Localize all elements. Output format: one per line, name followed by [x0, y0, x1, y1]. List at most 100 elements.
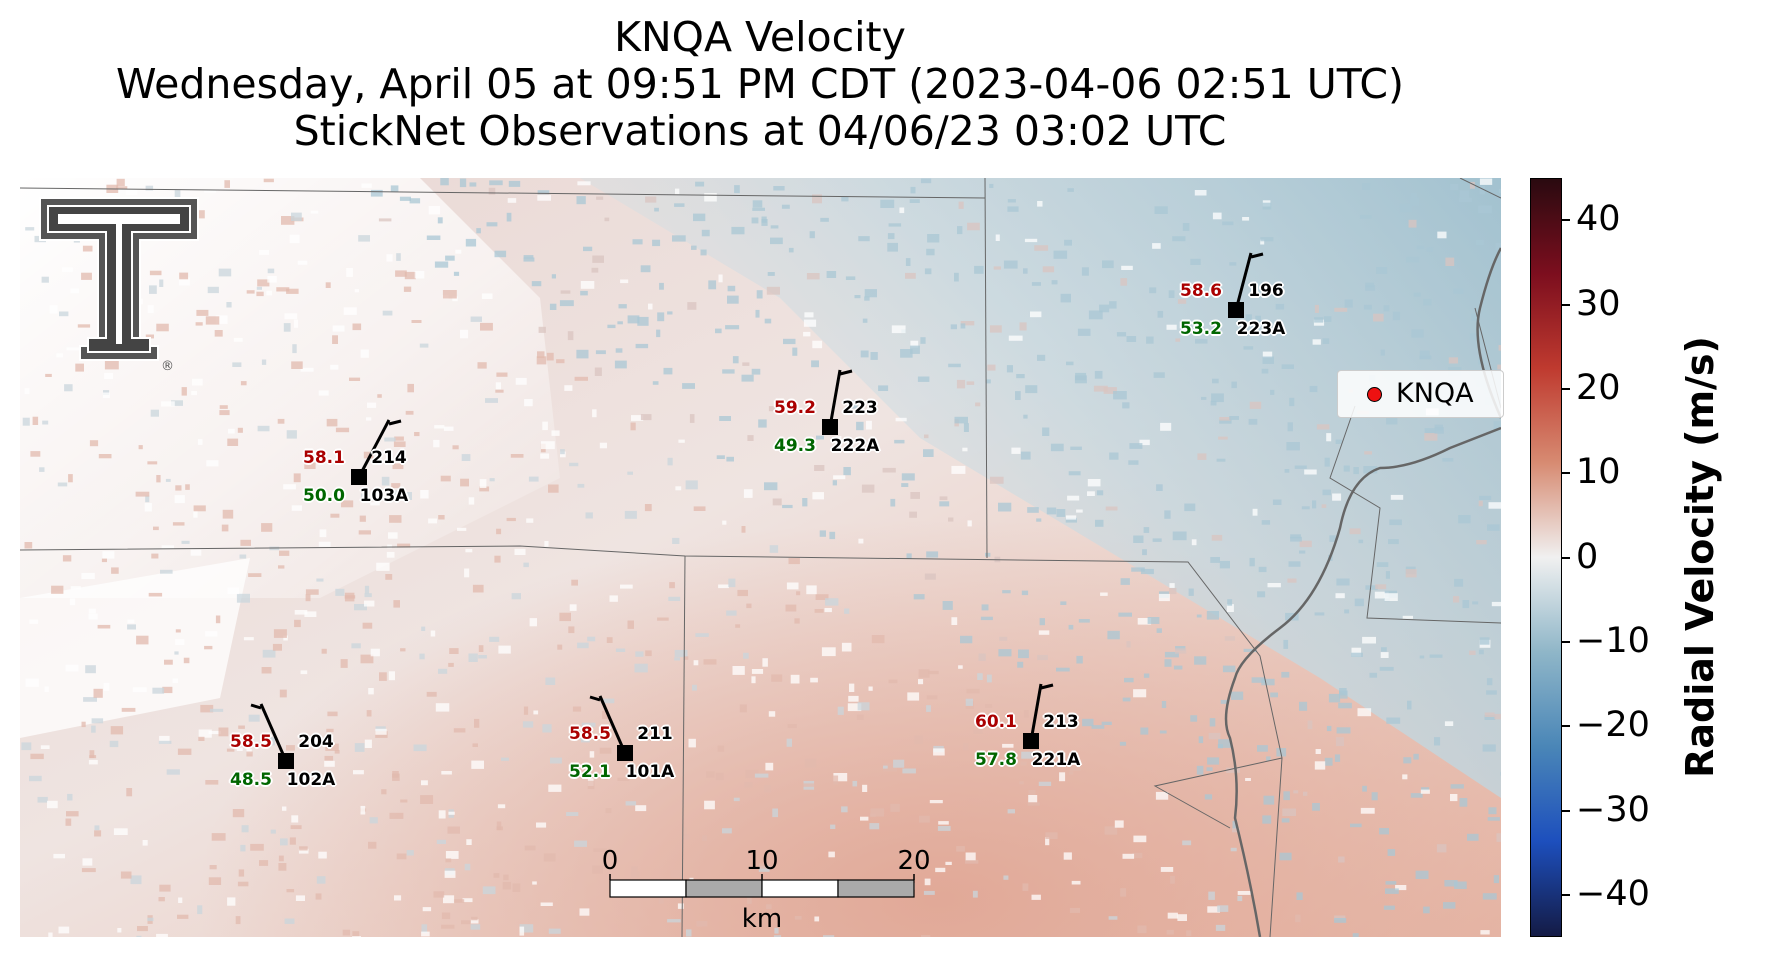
velocity-gate	[533, 710, 539, 715]
velocity-gate	[1376, 267, 1388, 274]
velocity-gate	[1211, 534, 1223, 541]
velocity-gate	[453, 728, 466, 733]
velocity-gate	[715, 328, 722, 334]
velocity-gate	[1126, 641, 1131, 648]
velocity-gate	[506, 517, 516, 522]
velocity-gate	[159, 884, 171, 892]
velocity-gate	[592, 409, 597, 418]
velocity-gate	[81, 868, 96, 873]
velocity-gate	[977, 673, 983, 680]
velocity-gate	[498, 645, 511, 654]
velocity-gate	[524, 845, 536, 851]
station-marker	[351, 469, 367, 485]
velocity-gate	[1208, 891, 1215, 900]
velocity-gate	[1304, 469, 1317, 475]
velocity-gate	[1208, 732, 1221, 740]
velocity-gate	[802, 498, 808, 507]
velocity-gate	[1011, 447, 1021, 454]
velocity-gate	[862, 318, 868, 323]
velocity-gate	[61, 267, 73, 272]
velocity-gate	[1190, 715, 1198, 722]
velocity-gate	[1363, 304, 1372, 310]
velocity-gate	[826, 271, 837, 278]
velocity-gate	[735, 624, 741, 628]
velocity-gate	[871, 635, 885, 644]
county-line-mid	[681, 555, 686, 937]
velocity-gate	[334, 750, 340, 754]
velocity-gate	[783, 338, 796, 345]
velocity-gate	[1068, 471, 1081, 476]
velocity-gate	[246, 751, 253, 757]
velocity-gate	[1017, 661, 1024, 668]
velocity-gate	[65, 818, 72, 826]
velocity-gate	[1309, 385, 1318, 393]
velocity-gate	[1350, 823, 1362, 828]
velocity-gate	[1362, 785, 1367, 792]
velocity-gate	[631, 866, 638, 872]
velocity-gate	[1407, 700, 1412, 710]
velocity-gate	[522, 721, 534, 728]
velocity-gate	[654, 207, 659, 212]
velocity-gate	[1022, 883, 1029, 891]
velocity-gate	[462, 898, 473, 903]
velocity-gate	[591, 267, 599, 273]
velocity-gate	[1314, 304, 1319, 313]
velocity-gate	[856, 421, 864, 431]
velocity-gate	[693, 213, 706, 222]
velocity-gate	[962, 447, 968, 452]
velocity-gate	[806, 585, 817, 595]
wind-barb-flag	[388, 419, 402, 426]
velocity-gate	[1177, 914, 1187, 921]
velocity-gate	[541, 441, 555, 450]
velocity-gate	[45, 373, 52, 377]
velocity-gate	[1122, 853, 1135, 859]
velocity-gate	[414, 432, 420, 437]
velocity-gate	[474, 718, 480, 728]
velocity-gate	[1182, 840, 1192, 846]
velocity-gate	[951, 465, 966, 474]
velocity-gate	[62, 555, 72, 562]
velocity-gate	[965, 698, 973, 706]
velocity-gate	[1018, 649, 1029, 659]
velocity-gate	[215, 315, 228, 324]
velocity-gate	[980, 616, 993, 621]
velocity-gate	[364, 585, 370, 594]
velocity-gate	[928, 670, 939, 675]
velocity-gate	[1220, 699, 1228, 704]
velocity-gate	[369, 817, 378, 824]
velocity-gate	[1283, 791, 1290, 801]
velocity-gate	[261, 359, 267, 365]
velocity-gate	[67, 793, 73, 801]
velocity-gate	[75, 363, 84, 372]
velocity-gate	[214, 330, 223, 337]
velocity-gate	[785, 604, 797, 612]
velocity-gate	[932, 755, 938, 759]
velocity-gate	[465, 548, 473, 553]
velocity-gate	[370, 189, 383, 197]
velocity-gate	[1164, 510, 1171, 519]
velocity-gate	[685, 480, 698, 490]
velocity-gate	[1065, 517, 1077, 523]
velocity-gate	[318, 541, 331, 547]
velocity-gate	[814, 916, 820, 922]
velocity-gate	[1068, 624, 1074, 630]
velocity-gate	[765, 762, 774, 771]
velocity-gate	[434, 261, 449, 268]
velocity-gate	[1242, 217, 1250, 221]
velocity-gate	[1296, 892, 1303, 900]
velocity-gate	[378, 218, 392, 222]
velocity-gate	[919, 815, 930, 823]
velocity-gate	[926, 705, 931, 712]
velocity-gate	[197, 905, 203, 915]
velocity-gate	[1454, 881, 1467, 889]
velocity-gate	[370, 502, 380, 506]
wind-barb-shaft	[1234, 252, 1253, 311]
velocity-gate	[845, 276, 856, 280]
velocity-gate	[1113, 391, 1127, 400]
velocity-gate	[950, 324, 957, 330]
velocity-gate	[824, 608, 832, 613]
velocity-gate	[388, 532, 398, 539]
velocity-gate	[158, 740, 172, 744]
velocity-gate	[1224, 636, 1235, 641]
velocity-gate	[239, 554, 247, 559]
